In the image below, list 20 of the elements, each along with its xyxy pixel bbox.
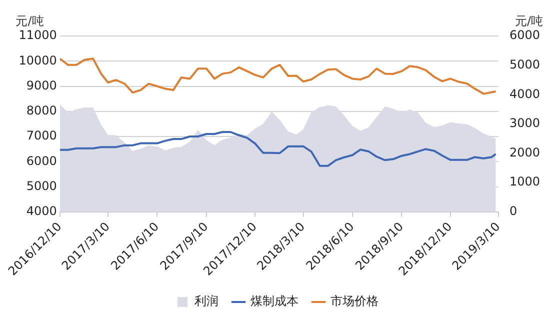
legend-label: 煤制成本 — [250, 294, 298, 308]
y-tick-label: 4000 — [26, 204, 57, 218]
y2-tick-label: 6000 — [509, 28, 540, 42]
y2-tick-label: 2000 — [509, 145, 540, 160]
legend-label: 市场价格 — [330, 294, 378, 308]
y-tick-label: 8000 — [26, 104, 57, 118]
y2-tick-label: 0 — [509, 204, 518, 218]
y-tick-label: 5000 — [26, 178, 57, 193]
y2-tick-label: 1000 — [509, 174, 540, 189]
y2-tick-label: 3000 — [509, 116, 540, 130]
y-tick-label: 11000 — [18, 28, 57, 42]
y-tick-label: 7000 — [26, 128, 57, 143]
y2-tick-label: 4000 — [509, 86, 540, 101]
y-axis-title: 元/吨 — [16, 14, 44, 28]
legend-label: 利润 — [194, 294, 218, 308]
y2-axis-title: 元/吨 — [514, 14, 543, 28]
y2-tick-label: 5000 — [509, 57, 540, 72]
y-tick-label: 10000 — [18, 53, 57, 68]
y-tick-label: 6000 — [26, 154, 57, 168]
y-tick-label: 9000 — [26, 78, 57, 92]
